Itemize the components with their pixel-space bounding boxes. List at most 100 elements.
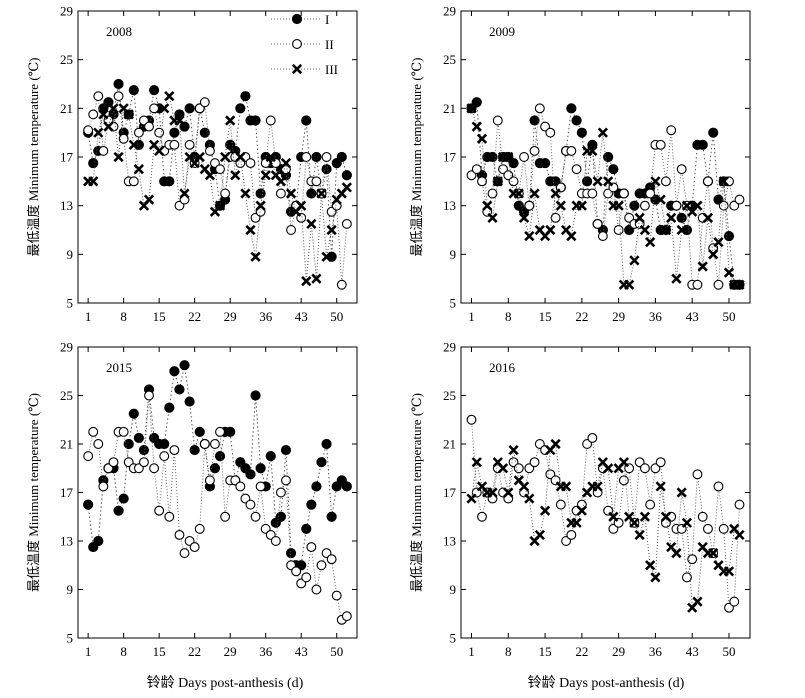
- data-point-I: [697, 139, 708, 150]
- data-point-II: [692, 469, 703, 480]
- data-point-III: [545, 224, 556, 236]
- data-point-III: [634, 529, 645, 541]
- x-tick-label: 22: [188, 309, 201, 324]
- data-point-III: [592, 176, 603, 187]
- data-point-III: [702, 212, 714, 223]
- data-point-III: [587, 145, 598, 157]
- panel-2015: 5 9 13 17 21 25 29 1 8 15 22 29 36 43 50 最低温度 Minimum t…: [26, 340, 358, 659]
- data-point-III: [240, 188, 251, 199]
- legend-label: III: [325, 62, 338, 77]
- data-point-I: [301, 523, 312, 534]
- data-point-I: [199, 127, 210, 138]
- y-tick-label: 9: [450, 582, 457, 597]
- y-tick-label: 29: [60, 340, 73, 355]
- data-point-III: [235, 151, 246, 163]
- series-II: [83, 390, 352, 625]
- data-point-II: [519, 152, 530, 162]
- data-point-II: [477, 511, 487, 522]
- data-point-III: [671, 273, 682, 284]
- x-tick-label: 15: [539, 644, 552, 659]
- data-point-II: [534, 103, 545, 114]
- y-tick-label: 25: [443, 52, 456, 67]
- data-point-II: [681, 572, 692, 583]
- data-point-II: [98, 145, 109, 156]
- data-point-II: [250, 511, 261, 522]
- data-point-III: [734, 279, 745, 290]
- data-point-III: [518, 212, 530, 223]
- data-point-III: [634, 212, 645, 223]
- data-point-II: [184, 139, 195, 150]
- data-point-II: [220, 511, 231, 522]
- data-point-I: [566, 103, 577, 114]
- data-point-II: [326, 554, 337, 565]
- data-point-I: [326, 511, 337, 522]
- data-point-III: [666, 212, 677, 223]
- x-tick-label: 22: [575, 309, 588, 324]
- series-line-I: [87, 365, 348, 566]
- x-axis-label-left: 铃龄 Days post-anthesis (d): [147, 675, 304, 691]
- panel-year-label: 2009: [489, 24, 515, 39]
- data-point-III: [692, 200, 703, 211]
- data-point-III: [524, 230, 535, 242]
- data-point-III: [143, 194, 155, 205]
- series-line-I: [87, 83, 348, 257]
- series-III: [466, 103, 745, 290]
- data-point-II: [220, 188, 231, 199]
- data-point-II: [718, 523, 729, 534]
- data-point-I: [311, 151, 322, 163]
- data-point-II: [149, 103, 160, 114]
- panel-2008: 5 9 13 17 21 25 29 1 8 15 22 29 36 43 50 最低温度 Minimum t…: [26, 4, 358, 324]
- x-tick-label: 29: [612, 309, 625, 324]
- data-point-III: [503, 487, 514, 498]
- data-point-I: [83, 499, 94, 510]
- data-point-II: [311, 176, 322, 187]
- data-point-III: [296, 200, 307, 211]
- x-tick-label: 15: [153, 644, 166, 659]
- data-point-II: [655, 457, 666, 468]
- data-point-II: [660, 176, 671, 187]
- data-point-I: [255, 463, 266, 474]
- data-point-III: [534, 529, 545, 541]
- x-tick-label: 22: [575, 644, 588, 659]
- data-point-I: [321, 438, 332, 450]
- data-point-II: [194, 523, 205, 534]
- data-point-II: [179, 548, 190, 559]
- data-point-II: [734, 499, 745, 510]
- data-point-II: [316, 560, 327, 571]
- data-point-III: [159, 103, 170, 114]
- data-point-I: [164, 402, 175, 413]
- data-point-III: [613, 200, 624, 211]
- data-point-I: [88, 157, 99, 169]
- legend-label: I: [325, 12, 329, 27]
- data-point-I: [179, 360, 190, 371]
- data-point-III: [265, 151, 276, 163]
- data-point-II: [275, 487, 286, 498]
- legend-marker-II: [292, 39, 302, 49]
- data-point-II: [291, 566, 302, 577]
- data-point-III: [671, 548, 682, 559]
- data-point-III: [723, 566, 735, 577]
- series-line-II: [87, 96, 348, 285]
- data-point-III: [645, 560, 656, 571]
- y-axis-label: 最低温度 Minimum temperature (℃): [26, 57, 41, 256]
- data-point-III: [250, 251, 261, 262]
- data-point-III: [603, 176, 614, 187]
- data-point-III: [660, 224, 672, 236]
- data-point-I: [280, 444, 292, 456]
- data-point-I: [123, 438, 134, 450]
- data-point-I: [341, 170, 352, 181]
- x-tick-label: 50: [330, 309, 343, 324]
- data-point-III: [524, 493, 535, 504]
- data-point-II: [149, 463, 160, 474]
- data-point-III: [98, 109, 109, 120]
- data-point-III: [341, 182, 352, 193]
- data-point-II: [729, 596, 740, 607]
- data-point-III: [306, 218, 317, 230]
- data-point-II: [341, 611, 352, 622]
- x-tick-label: 1: [85, 644, 92, 659]
- data-point-II: [199, 439, 210, 449]
- data-point-II: [639, 463, 650, 474]
- x-tick-label: 8: [120, 309, 127, 324]
- y-tick-label: 5: [67, 631, 74, 646]
- y-tick-label: 13: [443, 198, 456, 213]
